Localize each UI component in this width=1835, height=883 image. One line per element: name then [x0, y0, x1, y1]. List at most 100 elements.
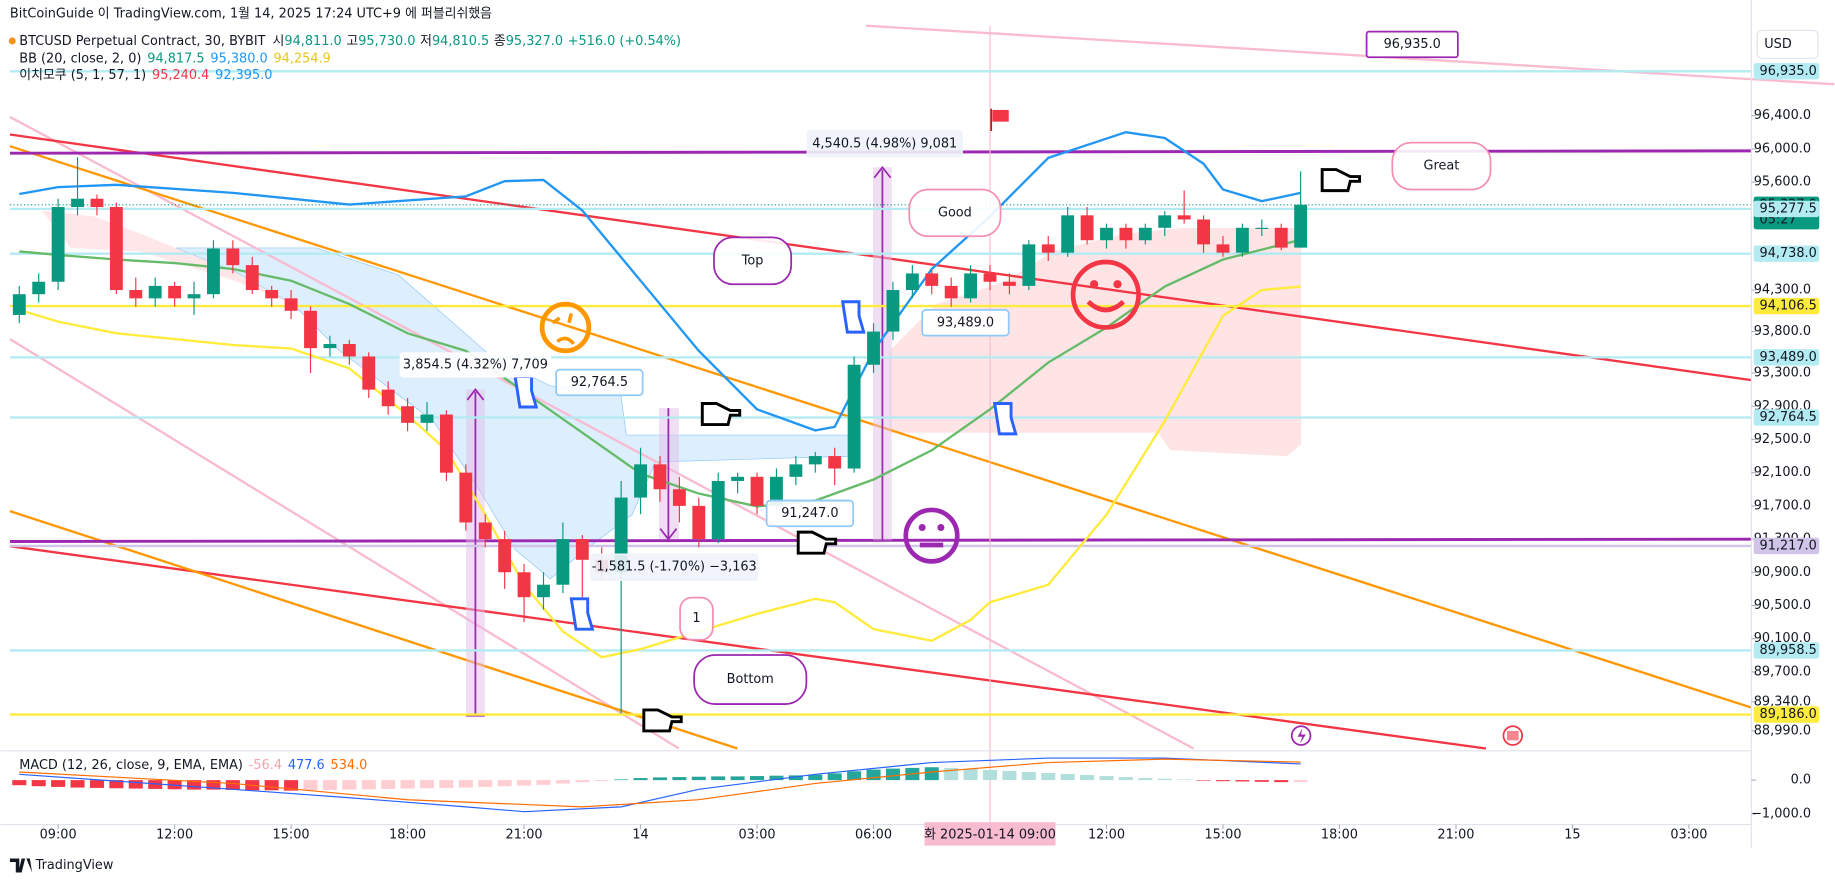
- y-tick-label: 89,700.0: [1754, 664, 1811, 679]
- price-label-box: [1753, 200, 1820, 218]
- candle-body: [265, 290, 279, 299]
- candle-body: [770, 476, 783, 506]
- y-tick-label: 90,900.0: [1754, 565, 1811, 580]
- macd-histogram-bar: [342, 780, 357, 790]
- annotation-box: [806, 130, 963, 158]
- annotation-box: [555, 368, 644, 397]
- footer: TradingView: [35, 858, 114, 873]
- footer-logo: [9, 858, 33, 873]
- candle-body: [323, 343, 337, 349]
- face-neutral: [918, 523, 926, 531]
- x-tick-label: 15: [1564, 828, 1580, 843]
- currency-box[interactable]: [1756, 29, 1819, 60]
- face-smile: [1070, 259, 1141, 330]
- hand: [642, 708, 683, 733]
- price-label-box: [1753, 706, 1820, 723]
- ohlc-label: 시: [273, 33, 285, 48]
- candle-body: [653, 464, 667, 490]
- measure-arrow: [466, 388, 485, 401]
- candle-body: [459, 472, 473, 523]
- macd-histogram-bar: [1099, 776, 1114, 781]
- flag: [992, 109, 1009, 122]
- candle-body: [342, 343, 356, 357]
- candle-body: [750, 476, 764, 506]
- macd-histogram-bar: [1041, 772, 1056, 781]
- face-smile: [1086, 299, 1125, 313]
- macd-histogram-bar: [827, 773, 842, 781]
- indicator-legend: BB (20, close, 2, 0) 94,817.5 95,380.0 94,2…: [19, 51, 330, 66]
- y-tick-label: 94,300.0: [1754, 283, 1811, 298]
- macd-histogram-bar: [109, 780, 124, 789]
- candle-body: [439, 414, 453, 473]
- annotation-text: Great: [1424, 159, 1460, 174]
- macd-histogram-bar: [536, 780, 551, 785]
- candle-body: [517, 572, 531, 598]
- face-neutral: [937, 523, 945, 531]
- macd-histogram-bar: [361, 780, 376, 790]
- x-tick-label: 06:00: [855, 828, 892, 843]
- hand: [796, 530, 838, 555]
- macd-histogram-bar: [497, 780, 512, 787]
- annotation-text: -1,581.5 (-1.70%) −3,163: [592, 560, 757, 575]
- candle-body: [362, 356, 376, 390]
- ohlc-value: 95,730.0: [358, 33, 415, 48]
- candle-body: [886, 290, 900, 332]
- candle-body: [1138, 227, 1152, 241]
- trend-line: [9, 509, 738, 750]
- candle-body: [420, 414, 434, 423]
- macd-histogram-bar: [672, 777, 687, 781]
- annotation-box: [693, 654, 808, 705]
- candle-body: [1100, 227, 1113, 241]
- hand: [840, 300, 866, 334]
- y-tick-label: 90,500.0: [1754, 598, 1811, 613]
- measure-arrow: [659, 528, 678, 541]
- price-label: 96,935.0: [1760, 64, 1817, 79]
- change: +516.0 (+0.54%): [568, 33, 681, 48]
- indicator-value: -56.4: [249, 757, 282, 772]
- annotation-box: [590, 553, 759, 581]
- price-label-box: [1753, 409, 1820, 426]
- candle-body: [731, 476, 745, 481]
- macd-histogram-bar: [963, 768, 978, 781]
- candle-body: [634, 464, 647, 498]
- macd-histogram-bar: [1157, 778, 1172, 781]
- macd-histogram-bar: [555, 780, 570, 784]
- price-label-box: [1753, 537, 1820, 555]
- macd-histogram-bar: [1274, 780, 1289, 783]
- candle-body: [1235, 227, 1249, 253]
- price-label-box: [1753, 297, 1820, 315]
- candle-body: [1294, 204, 1308, 248]
- x-tick-label: 18:00: [389, 828, 426, 843]
- indicator-value: 95,380.0: [210, 51, 267, 66]
- indicator-value: 92,395.0: [215, 67, 272, 82]
- annotation-text: 92,764.5: [571, 375, 628, 390]
- macd-histogram-bar: [808, 774, 823, 781]
- face-smile: [1113, 280, 1122, 289]
- candle-body: [905, 273, 919, 291]
- candle-body: [245, 265, 259, 291]
- y-tick-label: 88,990.0: [1754, 723, 1811, 738]
- face-smile: [1090, 280, 1099, 289]
- macd-histogram-bar: [1215, 780, 1231, 782]
- annotation-text: Bottom: [727, 672, 774, 687]
- candle-body: [32, 281, 46, 295]
- candle-body: [556, 539, 570, 585]
- y-tick-label: 95,600.0: [1754, 175, 1811, 190]
- macd-histogram-bar: [148, 780, 163, 789]
- candle-body: [187, 294, 201, 299]
- candle-body: [478, 522, 492, 540]
- macd-histogram-bar: [730, 776, 745, 781]
- candle-body: [51, 207, 65, 282]
- candle-body: [537, 584, 550, 598]
- face-sad: [551, 313, 576, 345]
- candle-body: [1274, 227, 1288, 248]
- candle-body: [1197, 219, 1211, 245]
- publisher: BitCoinGuide 이 TradingView.com, 1월 14, 2…: [10, 6, 492, 22]
- event-icon: [1506, 730, 1519, 741]
- currency[interactable]: USD: [1764, 37, 1792, 52]
- macd-histogram-bar: [1118, 777, 1133, 781]
- annotations: 96,935.0 Great Good Top Bottom 1 93,489.0 92,76…: [399, 30, 1492, 705]
- macd-histogram-bar: [517, 780, 532, 786]
- annotation-box: [679, 596, 714, 641]
- annotation-text: 4,540.5 (4.98%) 9,081: [812, 136, 957, 151]
